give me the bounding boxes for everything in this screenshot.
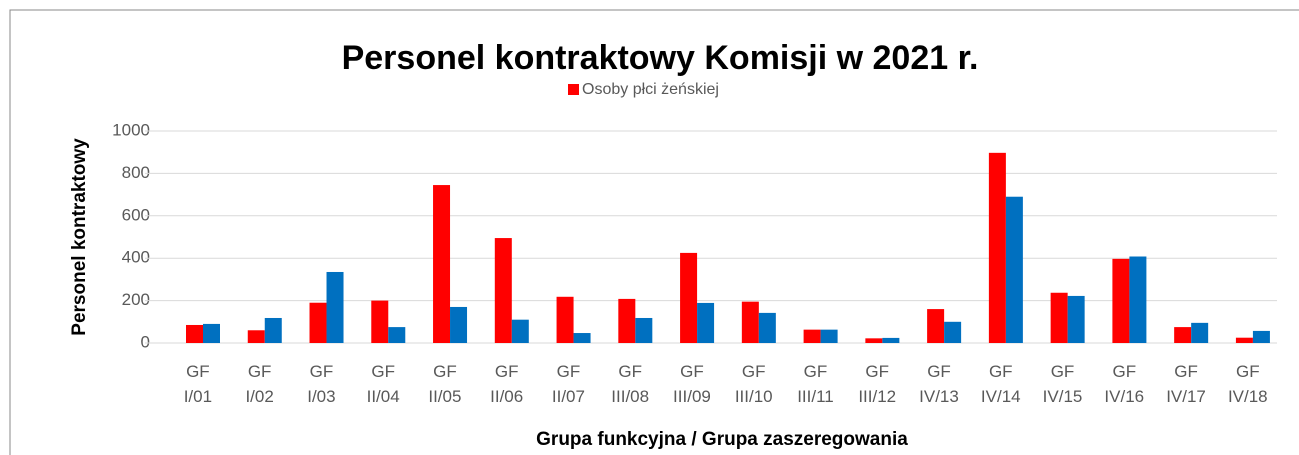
bar: [741, 301, 759, 343]
bar: [680, 252, 698, 343]
chart-border: [9, 9, 1299, 455]
bar: [371, 300, 389, 343]
bar: [820, 329, 838, 343]
x-tick-label: GF III/12: [858, 362, 896, 406]
x-tick-label: GF II/06: [490, 362, 523, 406]
x-tick-label: GF I/02: [245, 362, 273, 406]
bar: [635, 317, 653, 343]
x-tick-label: GF IV/17: [1166, 362, 1206, 406]
x-tick-label: GF IV/15: [1043, 362, 1083, 406]
x-tick-label: GF I/03: [307, 362, 335, 406]
bar: [556, 296, 574, 343]
y-tick-label: 200: [122, 290, 150, 309]
bar: [309, 302, 327, 343]
bar: [618, 298, 636, 343]
bar: [433, 185, 451, 343]
bar: [697, 302, 715, 343]
bar: [758, 312, 776, 343]
bar: [1191, 322, 1209, 343]
bar: [573, 333, 591, 343]
x-tick-label: GF III/09: [673, 362, 711, 406]
bar: [1050, 292, 1068, 343]
x-axis-title: Grupa funkcyjna / Grupa zaszeregowania: [536, 429, 908, 450]
bar: [494, 238, 512, 343]
y-tick-label: 1000: [112, 120, 150, 139]
bar: [927, 309, 945, 343]
x-tick-label: GF IV/18: [1228, 362, 1268, 406]
bar: [326, 271, 344, 343]
bar: [1067, 295, 1085, 343]
y-tick-label: 400: [122, 248, 150, 267]
y-axis-title: Personel kontraktowy: [69, 138, 90, 336]
bar: [247, 330, 265, 343]
bar: [1235, 337, 1253, 343]
bar: [882, 337, 900, 343]
bar: [1129, 256, 1147, 343]
bar: [450, 306, 468, 343]
y-tick-label: 0: [141, 332, 150, 351]
x-tick-label: GF III/08: [611, 362, 649, 406]
bar: [1174, 327, 1192, 343]
x-tick-label: GF IV/14: [981, 362, 1021, 406]
bar: [803, 329, 821, 343]
bar: [988, 152, 1006, 343]
legend-label: Osoby płci żeńskiej: [582, 81, 719, 98]
y-tick-label: 800: [122, 163, 150, 182]
bar: [511, 319, 529, 343]
bar: [1252, 330, 1270, 343]
bar: [944, 321, 962, 343]
x-tick-label: GF III/10: [735, 362, 773, 406]
x-tick-label: GF II/04: [367, 362, 400, 406]
chart-title: Personel kontraktowy Komisji w 2021 r.: [342, 39, 979, 77]
bar: [203, 323, 220, 343]
y-tick-label: 600: [122, 205, 150, 224]
bar: [865, 338, 883, 343]
x-tick-label: GF II/07: [552, 362, 585, 406]
x-tick-label: GF III/11: [797, 362, 834, 406]
x-tick-label: GF IV/16: [1104, 362, 1144, 406]
bar: [264, 317, 282, 343]
bar: [1005, 196, 1023, 343]
bar: [186, 324, 203, 343]
x-tick-label: GF I/01: [184, 362, 212, 406]
x-tick-label: GF IV/13: [919, 362, 959, 406]
bar: [1112, 258, 1130, 343]
x-tick-label: GF II/05: [428, 362, 461, 406]
bar: [388, 327, 406, 343]
legend-swatch: [568, 84, 579, 95]
